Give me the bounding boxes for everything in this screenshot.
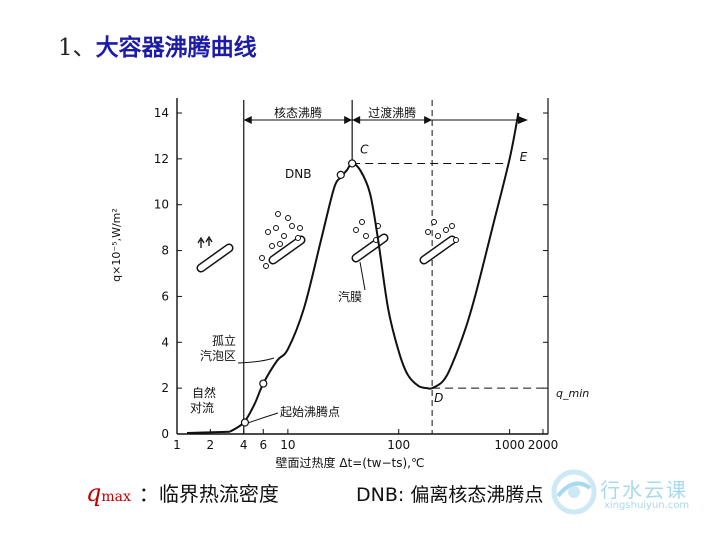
- bubble: [449, 223, 455, 229]
- watermark-text: 行水云课: [600, 478, 688, 502]
- y-tick-label: 4: [161, 335, 169, 349]
- boiling-curve-start: [186, 430, 230, 434]
- onset-boiling-point: [240, 418, 250, 427]
- bubble: [265, 229, 271, 235]
- bubble: [363, 233, 369, 239]
- x-tick-label: 4: [240, 438, 248, 452]
- y-tick-label: 0: [161, 427, 169, 441]
- title-text: 大容器沸腾曲线: [95, 35, 257, 61]
- x-tick-label: 2: [207, 438, 215, 452]
- annotation-onset-boiling: 起始沸腾点: [280, 404, 340, 419]
- x-tick-label: 1000: [494, 438, 525, 452]
- annotation-dnb: DNB: [285, 167, 311, 181]
- isolated-bubble-point: [259, 379, 268, 388]
- bubble: [425, 229, 431, 235]
- qmax-caption: qmax ：临界热流密度: [86, 478, 279, 507]
- bubble: [359, 219, 365, 225]
- bubble: [275, 211, 281, 217]
- heater-tube-nucleate-inner: [270, 237, 304, 263]
- bubble: [289, 223, 295, 229]
- heater-tube-convection-inner: [198, 245, 232, 271]
- isolated-leader: [237, 357, 275, 364]
- annotation-vapor-film: 汽膜: [338, 289, 362, 304]
- qmax-symbol: q: [86, 479, 102, 507]
- y-tick-label: 8: [161, 244, 169, 258]
- region-label-transition: 过渡沸腾: [368, 105, 416, 120]
- bubble: [263, 263, 269, 269]
- bubble: [281, 233, 287, 239]
- title-number: 1、: [58, 35, 96, 61]
- region-label-nucleate: 核态沸腾: [274, 105, 322, 120]
- bubble: [353, 227, 359, 233]
- bubble: [269, 243, 275, 249]
- annotation-qmin: q_min: [556, 387, 589, 400]
- bubble: [277, 241, 283, 247]
- bubble: [285, 215, 291, 221]
- bubble: [435, 233, 441, 239]
- watermark-swirl-icon: [551, 469, 597, 515]
- x-tick-label: 10: [280, 438, 295, 452]
- point-label-d: D: [434, 391, 443, 405]
- vapor-film-leader: [359, 261, 366, 291]
- y-tick-label: 10: [154, 198, 169, 212]
- y-tick-label: 14: [154, 106, 169, 120]
- qmax-subscript: max: [101, 489, 131, 505]
- dnb-point: [336, 170, 345, 180]
- x-tick-label: 1: [173, 438, 181, 452]
- critical-point-c: [348, 159, 357, 168]
- qmax-definition: ：临界热流密度: [138, 482, 279, 506]
- heater-tube-film-inner: [421, 237, 455, 263]
- point-label-c: C: [360, 142, 369, 156]
- region-arrow-head: [518, 116, 528, 124]
- bubble: [453, 237, 459, 243]
- watermark-logo: 行水云课 xingshuiyun.com: [548, 466, 714, 518]
- region-arrow-head: [352, 116, 361, 124]
- annotation-natural-convection: 自然对流: [190, 385, 216, 415]
- region-arrow-head: [424, 116, 433, 124]
- point-label-e: E: [520, 150, 528, 164]
- y-axis-title: q×10⁻⁵,W/m²: [110, 208, 123, 282]
- convection-arrows: [197, 235, 213, 248]
- watermark-url: xingshuiyun.com: [604, 500, 690, 511]
- annotation-isolated-bubbles: 孤立汽泡区: [200, 333, 236, 363]
- region-arrow-head: [243, 116, 252, 124]
- bubble: [273, 225, 279, 231]
- bubble: [443, 227, 449, 233]
- x-tick-label: 6: [259, 438, 267, 452]
- x-tick-label: 2000: [528, 438, 559, 452]
- x-axis-title: 壁面过热度 Δt=(tw−ts),℃: [276, 455, 425, 470]
- slide-title: 1、大容器沸腾曲线: [58, 28, 257, 62]
- region-arrow-head: [344, 116, 353, 124]
- bubble: [259, 255, 265, 261]
- bubble: [297, 225, 303, 231]
- boiling-curve-series: [229, 112, 520, 433]
- bubble: [295, 235, 301, 241]
- dnb-caption: DNB: 偏离核态沸腾点: [356, 484, 544, 506]
- x-tick-label: 100: [387, 438, 410, 452]
- y-tick-label: 2: [161, 381, 169, 395]
- y-tick-label: 12: [154, 152, 169, 166]
- bubble: [431, 219, 437, 225]
- y-tick-label: 6: [161, 289, 169, 303]
